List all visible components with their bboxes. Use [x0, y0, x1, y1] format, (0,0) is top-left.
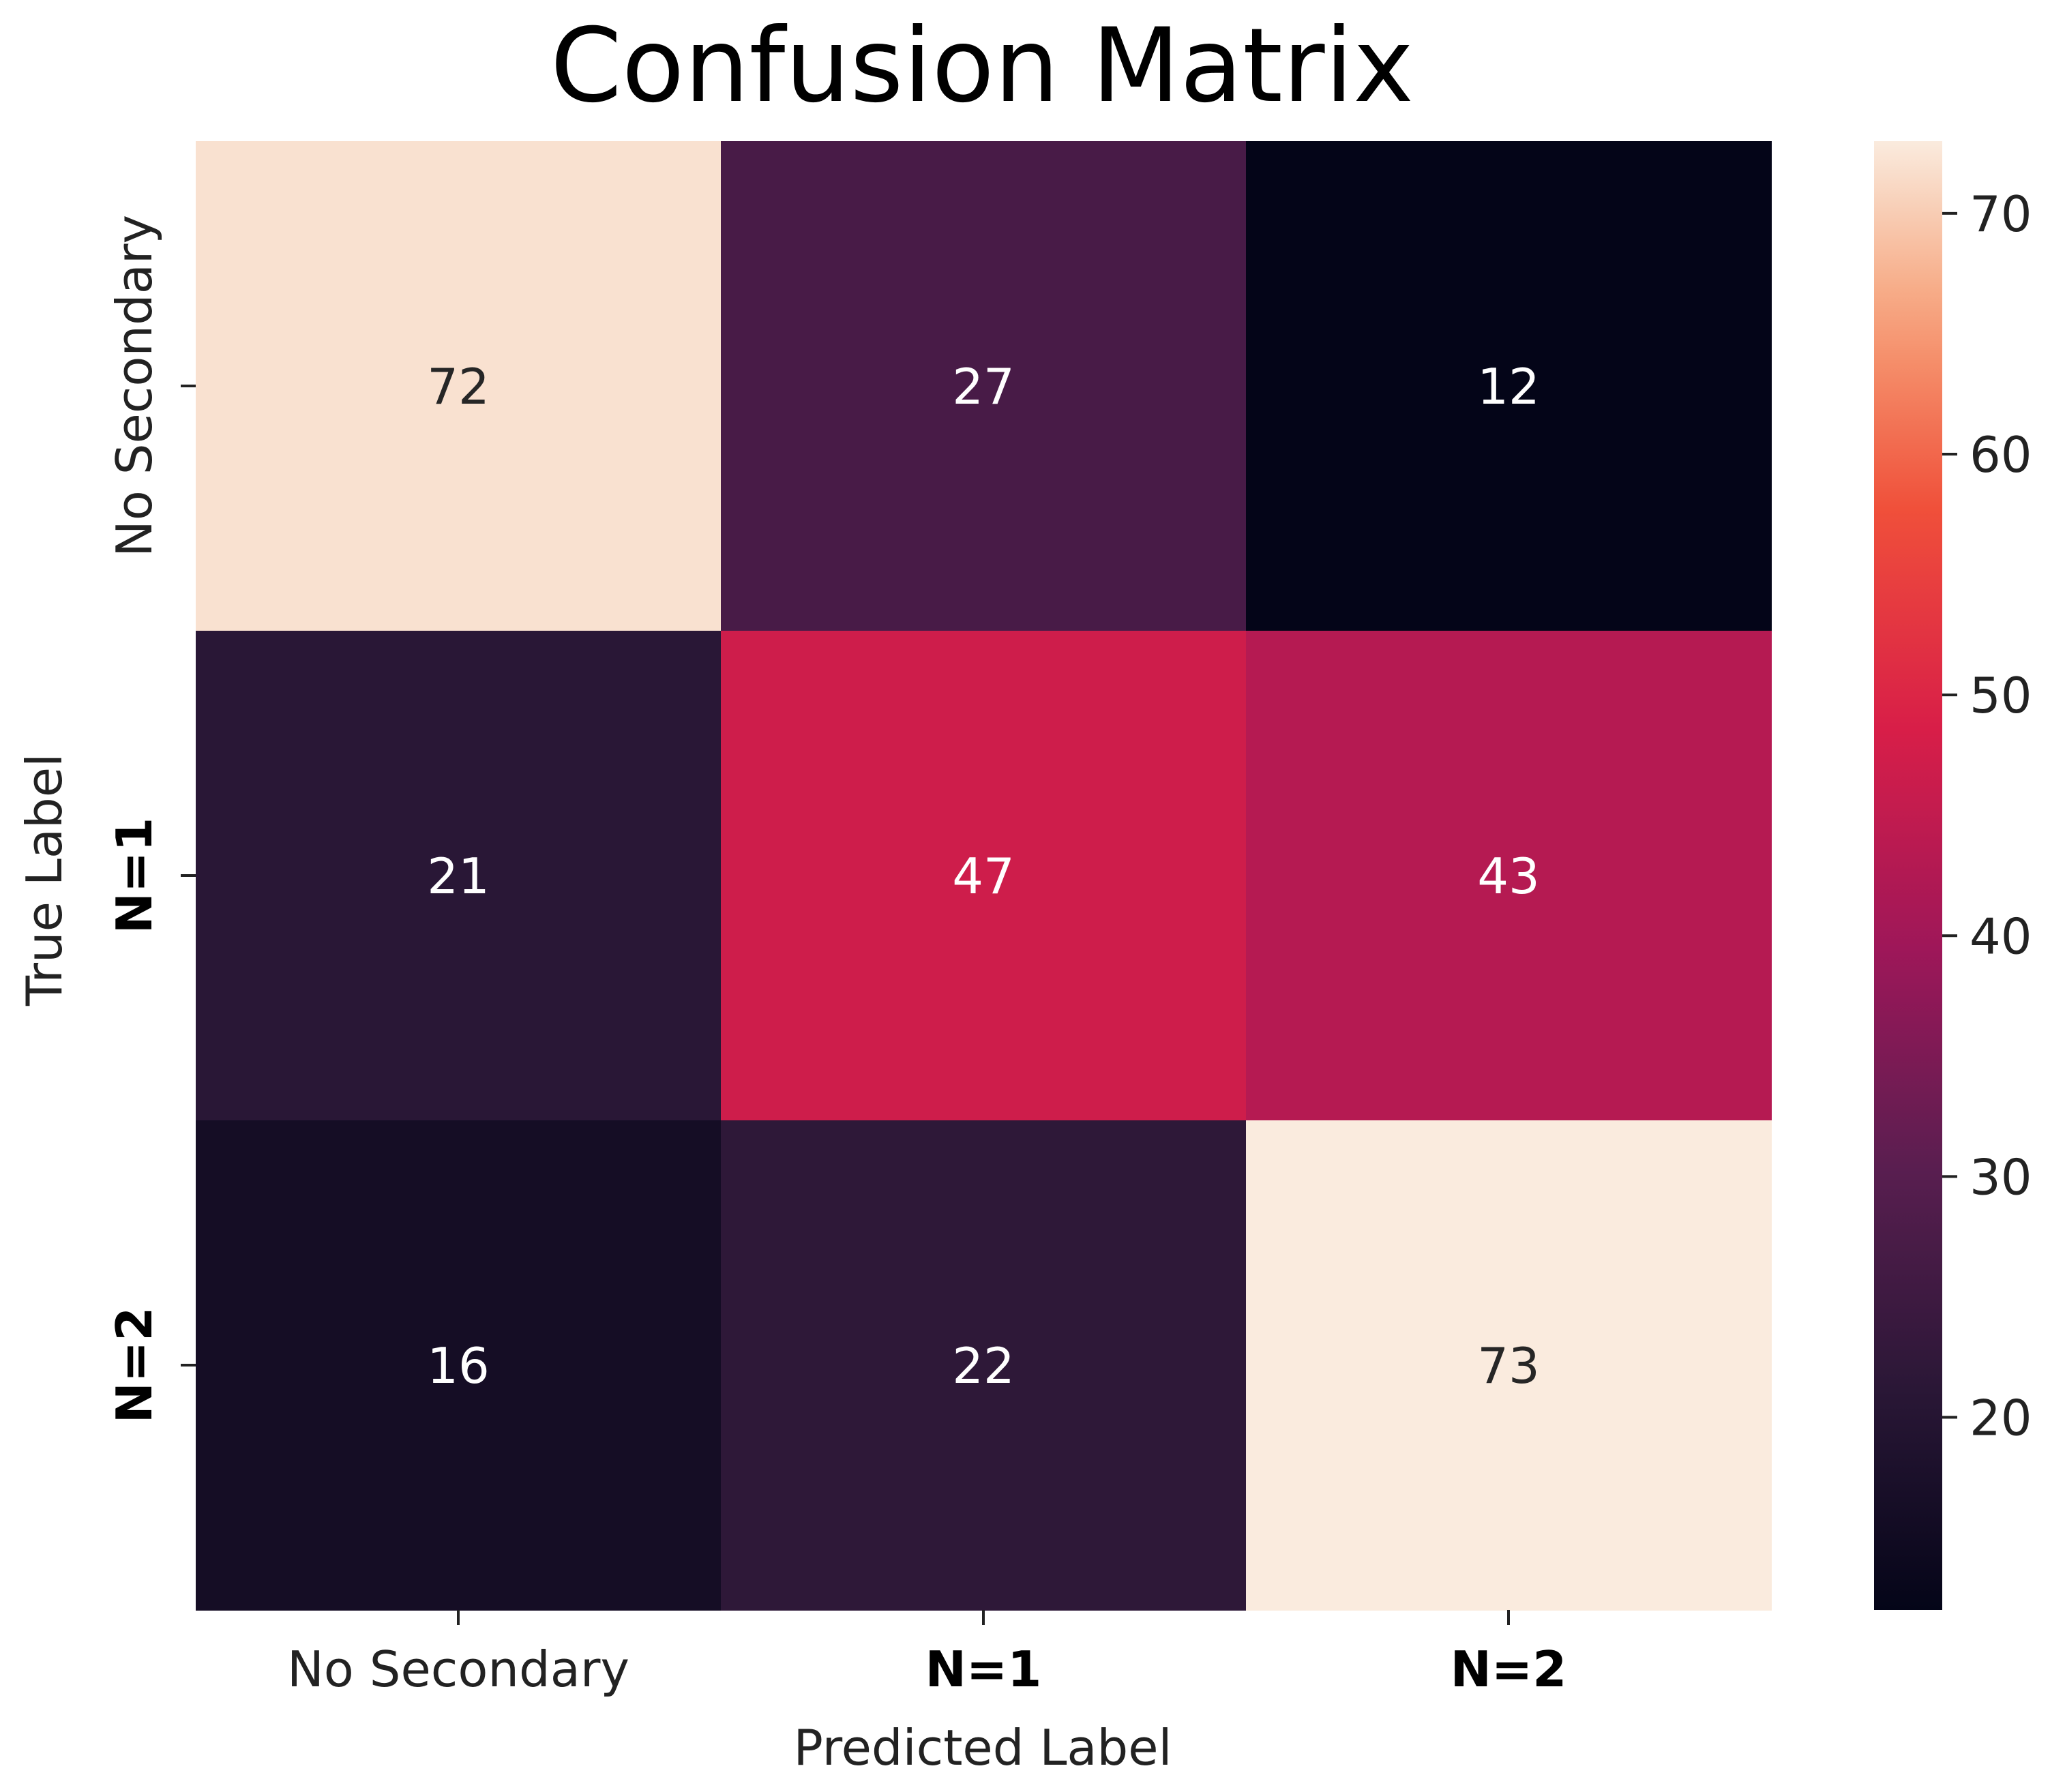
y-tick-label: N=2	[106, 1307, 163, 1424]
colorbar: 20 30 40 50 60 70	[1874, 141, 2032, 1610]
colorbar-tick-label: 40	[1970, 908, 2032, 965]
heatmap-cell	[196, 1120, 722, 1611]
heatmap-cell-label: 22	[952, 1337, 1015, 1394]
colorbar-tick-label: 20	[1970, 1390, 2032, 1447]
heatmap-cell-label: 12	[1477, 358, 1540, 415]
y-tick-label: N=1	[106, 818, 163, 934]
colorbar-tick-label: 70	[1970, 185, 2032, 243]
heatmap-cell-label: 72	[427, 358, 490, 415]
heatmap-cell-label: 73	[1477, 1337, 1540, 1394]
heatmap-cell-label: 27	[952, 358, 1015, 415]
heatmap-cell-label: 47	[952, 848, 1015, 905]
heatmap-cells	[196, 141, 1772, 1611]
heatmap-cell	[196, 141, 722, 631]
heatmap-cell	[721, 631, 1247, 1121]
y-axis: No Secondary N=1 N=2	[106, 215, 196, 1423]
heatmap-cell	[1246, 631, 1772, 1121]
colorbar-gradient	[1874, 141, 1942, 1610]
colorbar-tick-label: 30	[1970, 1148, 2032, 1206]
colorbar-tick-label: 60	[1970, 426, 2032, 483]
y-tick-label: No Secondary	[106, 215, 163, 557]
heatmap-cell-label: 16	[427, 1337, 490, 1394]
x-tick-label: N=1	[925, 1641, 1042, 1698]
x-tick-label: No Secondary	[287, 1641, 629, 1698]
heatmap-cell	[196, 631, 722, 1121]
heatmap-cell	[1246, 1120, 1772, 1611]
colorbar-tick-label: 50	[1970, 667, 2032, 724]
heatmap-cell	[1246, 141, 1772, 631]
x-axis-title: Predicted Label	[793, 1719, 1172, 1776]
heatmap-cell	[721, 1120, 1247, 1611]
heatmap-cell-label: 21	[427, 848, 490, 905]
x-axis: No Secondary N=1 N=2	[287, 1610, 1566, 1698]
x-tick-label: N=2	[1451, 1641, 1567, 1698]
chart-title: Confusion Matrix	[550, 7, 1414, 125]
heatmap-cell-label: 43	[1477, 848, 1540, 905]
heatmap-cell-labels: 72 27 12 21 47 43 16 22 73	[427, 358, 1540, 1394]
y-axis-title: True Label	[16, 753, 73, 1006]
heatmap-cell	[721, 141, 1247, 631]
